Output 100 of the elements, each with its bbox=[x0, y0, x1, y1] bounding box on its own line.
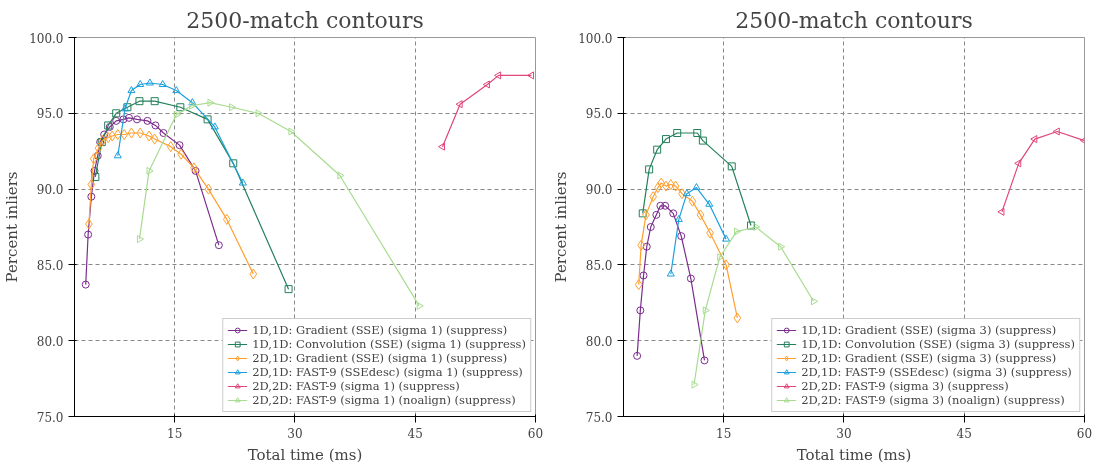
point bbox=[158, 79, 167, 88]
point bbox=[666, 269, 675, 277]
point bbox=[146, 166, 154, 175]
point bbox=[669, 209, 678, 218]
point bbox=[203, 115, 212, 124]
legend-label: 2D,2D: FAST-9 (sigma 1) (noalign) (suppress) bbox=[252, 393, 516, 407]
x-tick-label: 60 bbox=[527, 426, 544, 441]
point bbox=[207, 98, 215, 107]
point bbox=[696, 209, 705, 221]
point bbox=[727, 162, 736, 171]
legend-label: 2D,1D: FAST-9 (SSEdesc) (sigma 1) (suppress) bbox=[252, 365, 523, 379]
y-tick-label: 75.0 bbox=[585, 410, 613, 425]
point bbox=[127, 86, 136, 94]
point bbox=[94, 142, 103, 154]
point bbox=[176, 103, 185, 112]
point bbox=[810, 297, 819, 306]
point bbox=[652, 210, 661, 219]
legend-label: 2D,1D: FAST-9 (SSEdesc) (sigma 3) (suppress) bbox=[801, 365, 1072, 379]
point bbox=[645, 165, 654, 174]
y-axis-title: Percent inliers bbox=[552, 171, 571, 283]
point bbox=[997, 207, 1005, 216]
point bbox=[145, 78, 154, 86]
point bbox=[633, 351, 642, 360]
point bbox=[93, 151, 102, 160]
y-tick-label: 90.0 bbox=[585, 183, 613, 198]
point bbox=[437, 142, 446, 151]
point bbox=[84, 230, 93, 239]
point bbox=[151, 121, 160, 130]
point bbox=[175, 141, 184, 150]
point bbox=[1030, 135, 1038, 144]
point bbox=[646, 223, 655, 231]
y-axis-title: Percent inliers bbox=[3, 171, 22, 283]
point bbox=[666, 179, 675, 191]
point bbox=[657, 177, 666, 189]
point bbox=[698, 136, 707, 145]
point bbox=[112, 116, 121, 125]
point bbox=[693, 129, 702, 138]
point bbox=[416, 301, 424, 310]
point bbox=[127, 127, 136, 139]
x-tick-label: 15 bbox=[167, 426, 183, 441]
x-tick-label: 15 bbox=[716, 426, 732, 441]
point bbox=[634, 279, 643, 291]
point bbox=[526, 71, 535, 80]
point bbox=[214, 241, 223, 250]
point bbox=[1014, 159, 1022, 168]
point bbox=[87, 192, 96, 201]
point bbox=[189, 101, 197, 110]
y-tick-label: 85.0 bbox=[36, 258, 64, 273]
point bbox=[136, 235, 144, 244]
point bbox=[288, 127, 296, 136]
point bbox=[638, 209, 647, 218]
point bbox=[204, 183, 213, 195]
point bbox=[119, 115, 128, 124]
legend-label: 2D,2D: FAST-9 (sigma 3) (suppress) bbox=[801, 379, 1009, 393]
point bbox=[81, 280, 90, 289]
point bbox=[753, 223, 761, 231]
point bbox=[639, 271, 648, 280]
point bbox=[686, 274, 695, 283]
point bbox=[284, 285, 293, 294]
point bbox=[229, 103, 237, 112]
y-tick-label: 80.0 bbox=[36, 334, 64, 349]
point bbox=[229, 159, 238, 168]
point bbox=[143, 116, 152, 125]
point bbox=[691, 380, 699, 389]
x-tick-label: 30 bbox=[836, 426, 852, 441]
point bbox=[722, 234, 731, 242]
legend-label: 2D,1D: Gradient (SSE) (sigma 3) (suppress) bbox=[801, 351, 1057, 365]
point bbox=[150, 97, 159, 106]
point bbox=[717, 253, 725, 262]
legend-label: 1D,1D: Convolution (SSE) (sigma 1) (suppress) bbox=[252, 337, 526, 351]
x-tick-label: 30 bbox=[287, 426, 303, 441]
point bbox=[113, 151, 122, 159]
point bbox=[113, 129, 122, 141]
point bbox=[172, 86, 181, 94]
point bbox=[705, 199, 714, 207]
y-tick-label: 85.0 bbox=[585, 258, 613, 273]
point bbox=[89, 153, 98, 165]
point bbox=[682, 189, 691, 197]
point bbox=[653, 145, 662, 154]
legend-label: 1D,1D: Gradient (SSE) (sigma 1) (suppress) bbox=[252, 323, 508, 337]
point bbox=[133, 115, 142, 124]
point bbox=[112, 109, 121, 118]
point bbox=[191, 166, 200, 175]
y-tick-label: 95.0 bbox=[585, 107, 613, 122]
point bbox=[249, 268, 258, 280]
legend-label: 2D,2D: FAST-9 (sigma 3) (noalign) (suppress) bbox=[801, 393, 1065, 407]
x-axis-title: Total time (ms) bbox=[796, 445, 912, 464]
point bbox=[173, 110, 181, 119]
point bbox=[136, 79, 145, 88]
y-tick-label: 80.0 bbox=[585, 334, 613, 349]
point bbox=[188, 98, 197, 106]
point bbox=[661, 135, 670, 144]
point bbox=[150, 133, 159, 145]
x-tick-label: 45 bbox=[407, 426, 423, 441]
chart-title: 2500-match contours bbox=[186, 7, 424, 33]
legend-label: 1D,1D: Gradient (SSE) (sigma 3) (suppress) bbox=[801, 323, 1057, 337]
point bbox=[656, 201, 665, 210]
point bbox=[255, 109, 263, 118]
point bbox=[136, 127, 145, 139]
x-tick-label: 45 bbox=[956, 426, 972, 441]
